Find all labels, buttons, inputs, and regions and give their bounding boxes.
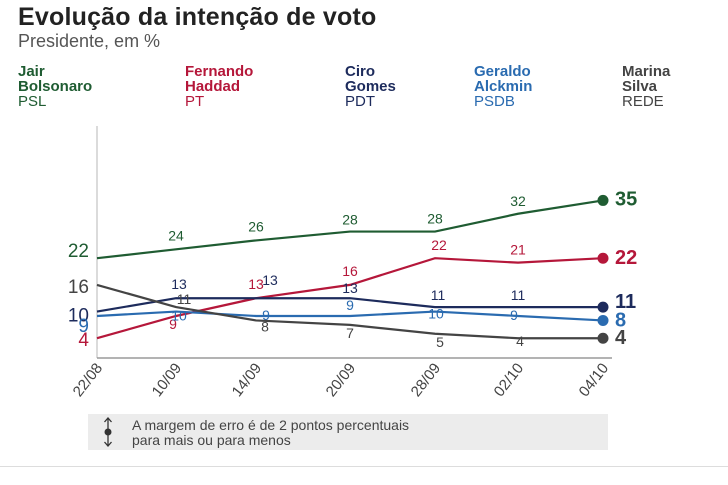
legend-party: PDT	[345, 93, 375, 110]
legend-party: PSDB	[474, 93, 515, 110]
legend-name: Fernando Haddad	[185, 63, 254, 95]
data-label: 22	[431, 237, 447, 253]
data-label: 9	[169, 316, 177, 332]
data-label-end: 35	[615, 188, 637, 210]
data-label-end: 8	[615, 309, 626, 331]
x-tick-label: 20/09	[323, 360, 360, 400]
legend-name: Ciro Gomes	[345, 63, 396, 95]
x-tick-label: 02/10	[491, 360, 528, 400]
data-label: 13	[171, 276, 187, 292]
data-label-start: 22	[68, 241, 89, 262]
legend-item-alckmin: Geraldo Alckmin PSDB	[474, 64, 532, 109]
data-point-end	[597, 314, 609, 326]
x-tick-label: 04/10	[576, 360, 613, 400]
data-label: 11	[511, 287, 526, 303]
data-label: 13	[342, 280, 358, 296]
data-label: 11	[431, 287, 446, 303]
legend-item-marina: Marina Silva REDE	[622, 64, 670, 109]
x-tick-label: 14/09	[229, 360, 266, 400]
data-label: 9	[346, 297, 354, 313]
series-line	[96, 297, 603, 313]
note-box	[88, 414, 608, 450]
data-label: 26	[248, 218, 264, 234]
x-tick-label: 22/08	[70, 360, 107, 400]
data-label: 28	[427, 211, 443, 227]
data-label-start: 9	[78, 316, 89, 337]
legend-name: Marina Silva	[622, 63, 671, 95]
data-label-start: 16	[68, 277, 89, 298]
note-text: A margem de erro é de 2 pontos percentua…	[132, 417, 410, 448]
legend-name: Geraldo Alckmin	[474, 63, 533, 95]
data-point-end	[597, 252, 609, 264]
data-label: 32	[510, 193, 526, 209]
data-label: 24	[168, 227, 184, 243]
data-label: 10	[171, 308, 187, 324]
legend-name: Jair Bolsonaro	[18, 63, 93, 95]
legend-party: PSL	[18, 93, 47, 110]
data-point-end	[597, 301, 609, 313]
data-label: 10	[428, 306, 444, 322]
data-label-end: 22	[615, 247, 637, 269]
data-label-end: 11	[615, 291, 636, 313]
data-label: 7	[346, 325, 354, 341]
series-line	[96, 283, 603, 340]
legend-item-haddad: Fernando Haddad PT	[185, 64, 253, 109]
chart-subtitle: Presidente, em %	[18, 31, 161, 51]
data-label: 21	[510, 242, 526, 258]
x-tick-label: 10/09	[149, 360, 186, 400]
legend-item-ciro: Ciro Gomes PDT	[345, 64, 396, 109]
bottom-divider	[0, 466, 728, 467]
chart-title: Evolução da intenção de voto	[18, 3, 377, 31]
data-label: 16	[342, 263, 358, 279]
data-point-end	[597, 332, 609, 344]
series-line	[96, 257, 604, 340]
data-label: 13	[248, 276, 264, 292]
series-line	[96, 199, 604, 260]
data-label: 9	[510, 307, 518, 323]
data-label: 4	[516, 333, 524, 349]
error-margin-icon	[104, 417, 112, 447]
data-label: 9	[262, 307, 270, 323]
data-label: 28	[342, 212, 358, 228]
x-tick-label: 28/09	[408, 360, 445, 400]
legend-item-bolsonaro: Jair Bolsonaro PSL	[18, 64, 92, 109]
series-line	[96, 310, 604, 322]
data-label: 11	[177, 291, 192, 307]
line-chart: 22/08 10/09 14/09 20/09 28/09 02/10 04/10 22 24 2…	[68, 126, 637, 400]
data-label: 8	[261, 318, 269, 334]
legend-party: PT	[185, 93, 205, 110]
data-label-start: 10	[68, 306, 89, 327]
data-label: 13	[262, 272, 278, 288]
legend-party: REDE	[622, 93, 664, 110]
data-label-start: 4	[78, 330, 89, 351]
data-label: 5	[436, 334, 444, 350]
data-label-end: 4	[615, 327, 627, 349]
data-point-end	[597, 194, 609, 206]
